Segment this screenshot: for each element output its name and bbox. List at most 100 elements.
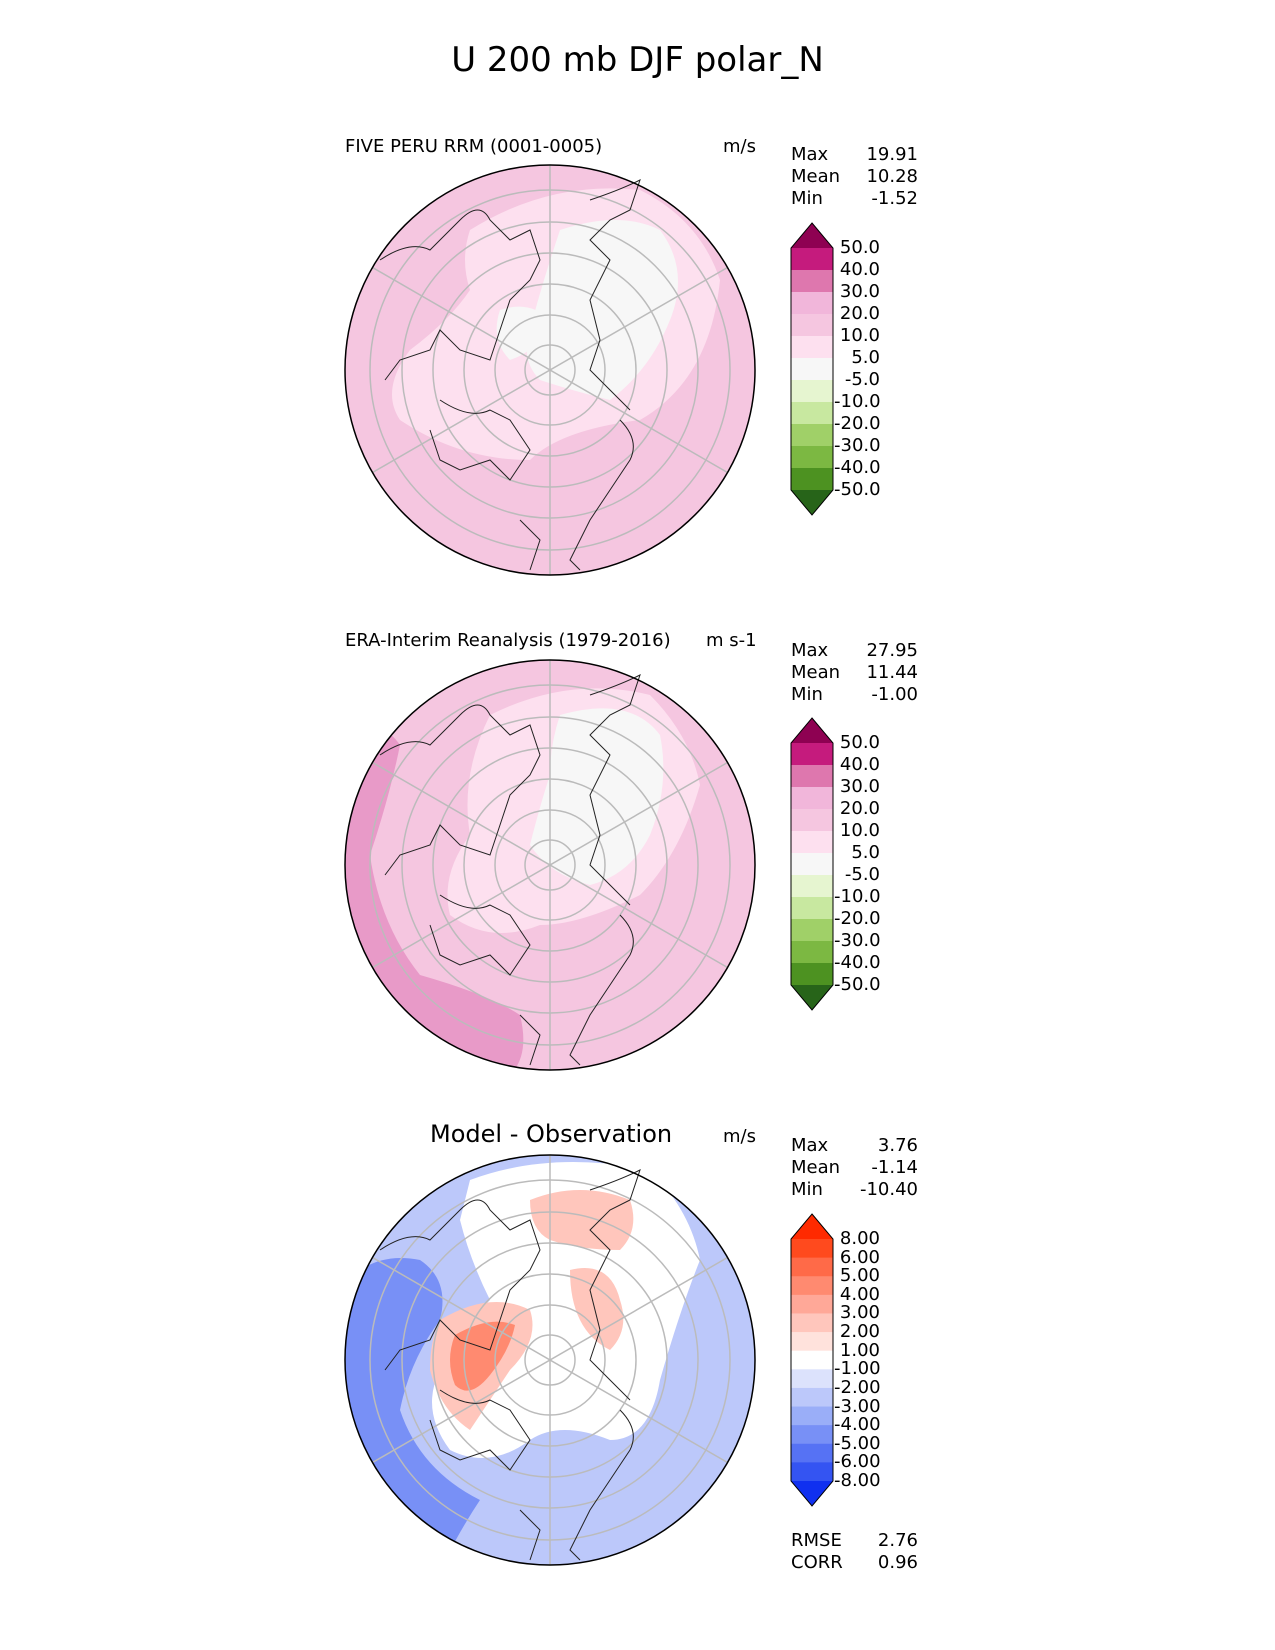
panel2-title: ERA-Interim Reanalysis (1979-2016)	[345, 630, 671, 651]
colorbar-swatches	[790, 222, 834, 516]
colorbar-tick-label: 2.00	[839, 1321, 880, 1343]
colorbar-swatch	[791, 875, 833, 898]
panel3-stats: Max 3.76 Mean -1.14 Min -10.40	[791, 1135, 918, 1201]
colorbar-tick-label: 40.0	[839, 259, 880, 280]
colorbar-tick-label: 10.0	[839, 325, 880, 346]
colorbar-swatch	[791, 358, 833, 381]
colorbar-swatch	[791, 941, 833, 964]
colorbar-outline	[790, 717, 834, 1011]
stat-min: Min -1.52	[791, 188, 918, 209]
colorbar-swatch	[791, 1406, 833, 1426]
colorbar-swatch	[791, 1443, 833, 1463]
colorbar-tick-label: 50.0	[839, 237, 880, 258]
colorbar-swatch	[791, 490, 833, 515]
stat-mean: Mean 11.44	[791, 662, 918, 683]
colorbar-outline	[790, 1213, 834, 1507]
colorbar-swatch	[791, 402, 833, 425]
colorbar-swatch	[791, 919, 833, 942]
colorbar-swatch	[791, 1387, 833, 1408]
colorbar-tick-label: -5.00	[834, 1432, 881, 1454]
colorbar-swatches	[790, 1213, 834, 1507]
colorbar-swatch	[791, 853, 833, 876]
colorbar-swatches	[790, 717, 834, 1011]
figure-title: U 200 mb DJF polar_N	[451, 40, 824, 80]
graticule	[369, 660, 731, 1070]
colorbar-swatch	[791, 1481, 833, 1506]
colorbar-swatch	[791, 336, 833, 359]
panel1-title: FIVE PERU RRM (0001-0005)	[345, 136, 603, 157]
stat-rmse: RMSE 2.76	[791, 1530, 918, 1551]
colorbar-tick-label: 5.0	[851, 842, 880, 863]
colorbar-swatch	[791, 292, 833, 315]
colorbar-swatch	[791, 1369, 833, 1389]
colorbar-swatch	[791, 787, 833, 810]
colorbar-tick-label: -40.0	[834, 457, 881, 478]
colorbar-tick-label: 1.00	[839, 1339, 880, 1361]
colorbar-tick-label: -1.00	[834, 1358, 881, 1380]
map-frame	[344, 164, 756, 576]
colorbar-tick-label: 30.0	[839, 776, 880, 797]
colorbar-swatch	[791, 1214, 833, 1239]
colorbar-swatch	[791, 270, 833, 293]
colorbar-swatch	[791, 446, 833, 469]
colorbar-swatch	[791, 1276, 833, 1296]
stat-max: Max 19.91	[791, 144, 918, 165]
colorbar-swatch	[791, 831, 833, 854]
colorbar-swatch	[791, 223, 833, 248]
panel3-units: m/s	[723, 1126, 756, 1147]
coastlines	[379, 674, 641, 1066]
panel2-stats: Max 27.95 Mean 11.44 Min -1.00	[791, 640, 918, 706]
colorbar-tick-label: -50.0	[834, 479, 881, 500]
panel3-title: Model - Observation	[430, 1120, 673, 1148]
colorbar-tick-label: 40.0	[839, 754, 880, 775]
panel1-polar-map	[344, 164, 756, 576]
colorbar-tick-label: -10.0	[834, 886, 881, 907]
panel1-stats: Max 19.91 Mean 10.28 Min -1.52	[791, 144, 918, 210]
colorbar-swatch	[791, 424, 833, 447]
colorbar-swatch	[791, 1294, 833, 1315]
colorbar-swatch	[791, 468, 833, 491]
colorbar-swatch	[791, 897, 833, 920]
contour-fill-lightred-2	[570, 1268, 624, 1350]
colorbar-tick-label: -10.0	[834, 391, 881, 412]
colorbar-swatch	[791, 1257, 833, 1277]
contour-fill-white	[530, 708, 664, 885]
map-frame	[344, 1154, 756, 1566]
colorbar-swatch	[791, 765, 833, 788]
panel3-polar-map	[344, 1154, 756, 1566]
colorbar-swatch	[791, 1313, 833, 1333]
colorbar-tick-label: 8.00	[839, 1228, 880, 1249]
colorbar-swatch	[791, 963, 833, 986]
colorbar-tick-label: -6.00	[834, 1451, 881, 1473]
graticule	[369, 1155, 731, 1565]
stat-min: Min -10.40	[791, 1179, 918, 1200]
colorbar-tick-label: 5.0	[851, 347, 880, 368]
colorbar-swatch	[791, 1350, 833, 1370]
colorbar-tick-label: -20.0	[834, 908, 881, 929]
colorbar-swatch	[791, 380, 833, 403]
stat-mean: Mean 10.28	[791, 166, 918, 187]
coastlines	[379, 1169, 641, 1561]
map-frame	[344, 659, 756, 1071]
panel3-extra-stats: RMSE 2.76 CORR 0.96	[791, 1530, 918, 1574]
colorbar-tick-label: -3.00	[834, 1395, 881, 1417]
panel2-units: m s-1	[706, 630, 757, 651]
colorbar-tick-label: 10.0	[839, 820, 880, 841]
colorbar-tick-label: -5.0	[844, 864, 880, 885]
colorbar-tick-label: 3.00	[839, 1302, 880, 1324]
contour-fill-white	[526, 220, 678, 400]
graticule	[369, 165, 731, 575]
colorbar-tick-label: -40.0	[834, 952, 881, 973]
panel1-units: m/s	[723, 136, 756, 157]
colorbar-swatch	[791, 314, 833, 337]
colorbar-swatch	[791, 1462, 833, 1482]
colorbar-swatch	[791, 743, 833, 766]
colorbar-tick-label: 5.00	[839, 1265, 880, 1287]
colorbar-tick-label: -30.0	[834, 435, 881, 456]
colorbar-swatch	[791, 1332, 833, 1352]
stat-min: Min -1.00	[791, 684, 918, 705]
colorbar-tick-label: 50.0	[839, 732, 880, 753]
colorbar-swatch	[791, 1425, 833, 1445]
colorbar-tick-label: -2.00	[834, 1376, 881, 1398]
colorbar-tick-label: -5.0	[844, 369, 880, 390]
